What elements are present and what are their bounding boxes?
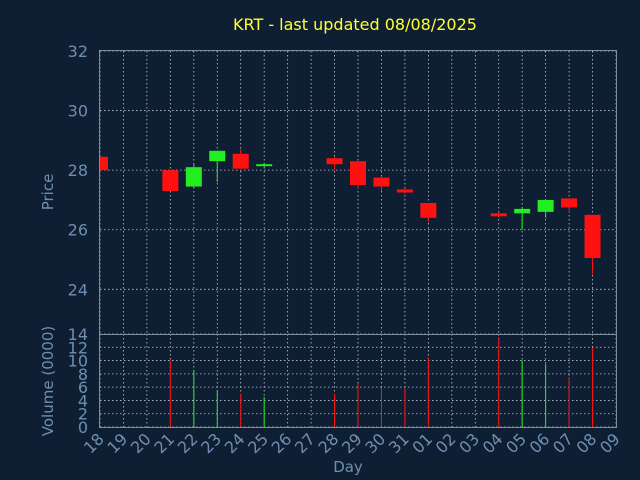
candle-body — [100, 156, 108, 171]
volume-tick-label: 12 — [68, 338, 88, 357]
volume-tick-label: 6 — [78, 378, 88, 397]
candle — [185, 164, 202, 189]
candle — [373, 176, 390, 192]
volume-tick-label: 8 — [78, 365, 88, 384]
candle — [209, 150, 226, 183]
candle — [561, 198, 578, 212]
price-tick-label: 24 — [68, 280, 88, 299]
candle-body — [350, 161, 366, 186]
candle-body — [185, 167, 202, 187]
candle — [256, 162, 273, 168]
volume-tick-label: 4 — [78, 391, 88, 410]
price-tick-label: 30 — [68, 102, 88, 121]
volume-axis-title: Volume (0000) — [39, 326, 57, 436]
x-axis-title: Day — [333, 458, 363, 476]
candle-body — [373, 177, 390, 187]
x-axis: 1819202122232425262728293031010203040506… — [80, 429, 624, 457]
candle-body — [584, 214, 601, 259]
candle-body — [420, 202, 437, 218]
x-tick-label: 09 — [596, 429, 624, 457]
price-tick-label: 28 — [68, 161, 88, 180]
candle — [514, 207, 531, 230]
candle-body — [537, 199, 554, 212]
candle — [326, 156, 343, 171]
price-tick-label: 26 — [68, 221, 88, 240]
candle — [490, 211, 507, 218]
volume-series — [169, 337, 594, 427]
price-grid — [99, 50, 617, 334]
volume-panel-frame — [99, 334, 617, 428]
volume-tick-label: 2 — [78, 405, 88, 424]
candle-body — [326, 158, 343, 165]
candle — [420, 202, 437, 223]
candle — [232, 149, 249, 169]
candle-body — [514, 208, 531, 214]
candle — [584, 214, 601, 275]
candle — [396, 188, 413, 194]
volume-tick-label: 0 — [78, 418, 88, 437]
price-tick-label: 32 — [68, 42, 88, 61]
candle-body — [162, 170, 179, 192]
price-y-axis: 24 26 28 30 32 — [68, 42, 88, 299]
candle-series — [99, 149, 601, 275]
candle-body — [396, 189, 413, 193]
candle — [350, 161, 366, 189]
candle-body — [256, 164, 273, 167]
candle-body — [232, 153, 249, 169]
volume-tick-label: 14 — [68, 325, 88, 344]
candle-body — [561, 198, 578, 208]
candle-body — [490, 213, 507, 217]
volume-tick-label: 10 — [68, 352, 88, 371]
candle — [99, 156, 108, 172]
candle-body — [209, 150, 226, 162]
candle — [162, 170, 179, 192]
chart-title: KRT - last updated 08/08/2025 — [233, 15, 477, 34]
price-axis-title: Price — [39, 174, 57, 211]
candle — [537, 199, 554, 218]
